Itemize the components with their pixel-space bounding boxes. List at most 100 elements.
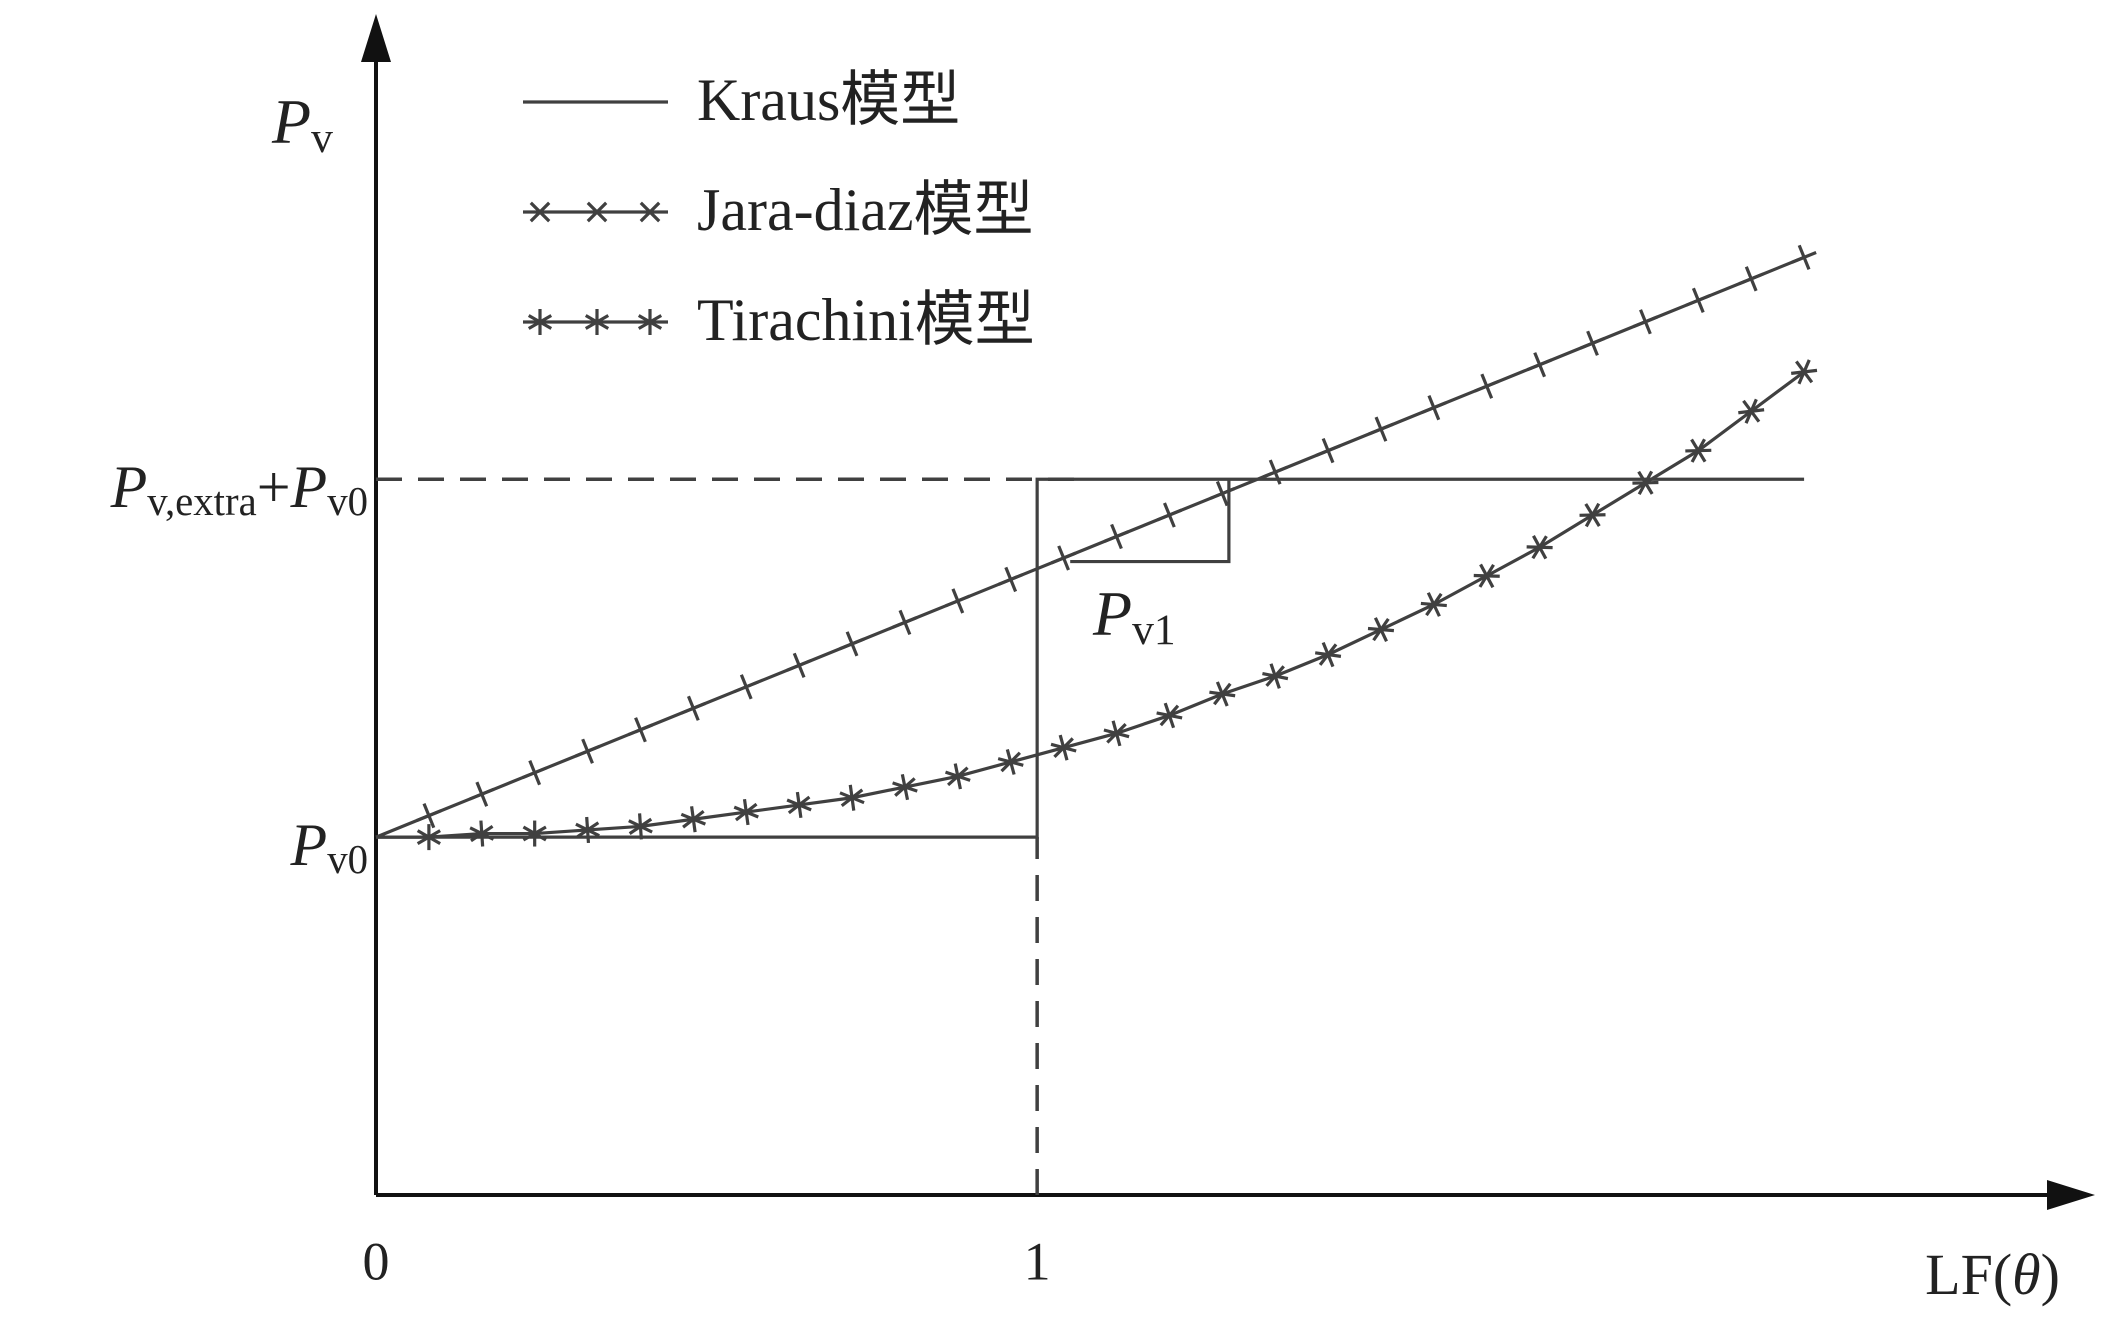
label-part: v,extra: [147, 480, 256, 525]
marker-stroke: [845, 631, 859, 657]
marker-stroke: [1057, 545, 1070, 571]
marker: [1738, 398, 1765, 424]
marker: [892, 773, 918, 801]
marker-stroke: [1050, 742, 1077, 753]
marker: [892, 609, 918, 636]
marker-stroke: [944, 770, 971, 782]
marker: [1314, 641, 1342, 668]
marker: [1262, 459, 1288, 485]
marker: [839, 784, 865, 811]
label: Pv: [271, 86, 333, 162]
marker-stroke: [898, 609, 912, 636]
marker-stroke: [839, 791, 865, 805]
marker-stroke: [475, 781, 489, 807]
marker-stroke: [1420, 601, 1447, 608]
marker: [584, 309, 610, 335]
marker-stroke: [1473, 573, 1500, 578]
marker-stroke: [1314, 651, 1342, 658]
marker: [733, 798, 759, 826]
label-part: P: [1092, 578, 1132, 649]
marker: [1103, 720, 1130, 747]
marker-stroke: [581, 738, 594, 764]
marker-stroke: [1163, 502, 1176, 528]
marker: [945, 588, 971, 614]
label-part: θ: [2012, 1242, 2041, 1307]
label-part: v0: [327, 480, 368, 525]
marker-stroke: [1374, 416, 1388, 442]
marker-stroke: [792, 652, 806, 678]
marker-stroke: [1215, 480, 1229, 507]
marker-stroke: [527, 314, 553, 330]
marker-stroke: [892, 781, 918, 793]
marker-stroke: [1579, 513, 1606, 517]
marker: [733, 674, 759, 700]
marker: [786, 652, 812, 678]
marker-stroke: [529, 201, 551, 223]
marker: [637, 309, 663, 335]
marker-stroke: [575, 822, 600, 838]
marker-stroke: [639, 201, 661, 223]
marker-stroke: [951, 588, 965, 614]
marker-stroke: [1268, 459, 1282, 485]
marker: [639, 201, 661, 223]
marker-stroke: [1156, 711, 1183, 720]
label: Pv,extra+Pv0: [110, 454, 368, 525]
marker-stroke: [634, 717, 647, 743]
marker-stroke: [469, 826, 495, 841]
x-axis-arrow: [2047, 1180, 2095, 1210]
marker-stroke: [1586, 330, 1599, 356]
label-part: v: [311, 114, 333, 162]
marker: [1791, 244, 1817, 271]
marker: [416, 803, 442, 829]
marker: [574, 738, 601, 764]
marker: [1685, 287, 1711, 313]
annotation-step: [1070, 479, 1231, 564]
marker-stroke: [680, 812, 706, 826]
marker-stroke: [422, 803, 436, 829]
legend-label: Kraus模型: [697, 67, 960, 133]
y-axis-arrow: [361, 14, 391, 62]
series-line: [376, 477, 1805, 839]
marker: [586, 201, 608, 223]
marker-stroke: [1738, 408, 1765, 415]
marker: [522, 820, 547, 847]
marker-stroke: [1632, 480, 1659, 485]
marker: [1103, 523, 1130, 550]
marker-stroke: [1480, 373, 1494, 399]
marker: [1579, 330, 1606, 356]
marker: [1368, 416, 1394, 442]
marker-stroke: [1427, 395, 1441, 421]
marker: [1632, 470, 1659, 495]
legend-label: Jara-diaz模型: [697, 177, 1034, 243]
marker: [1156, 502, 1183, 528]
marker: [1685, 438, 1712, 463]
marker: [998, 566, 1024, 593]
marker: [627, 717, 654, 743]
marker-stroke: [1209, 690, 1236, 698]
series-line: [376, 370, 1806, 839]
label-part: v1: [1132, 606, 1176, 654]
x-tick-label: 0: [363, 1231, 390, 1291]
marker: [469, 781, 495, 807]
series-line: [375, 255, 1805, 839]
marker: [1526, 352, 1553, 378]
marker: [469, 820, 495, 847]
marker-stroke: [997, 757, 1024, 767]
marker: [1315, 437, 1341, 464]
label-part: ): [2041, 1242, 2060, 1307]
marker: [839, 631, 865, 657]
marker-stroke: [1639, 309, 1652, 335]
marker-stroke: [416, 829, 441, 846]
marker-stroke: [522, 825, 547, 842]
label-part: +: [257, 454, 291, 520]
marker: [1050, 734, 1077, 761]
marker-stroke: [586, 201, 608, 223]
marker: [527, 309, 553, 335]
legend-label: Tirachini模型: [697, 287, 1035, 353]
marker-stroke: [733, 805, 759, 819]
marker: [1050, 545, 1077, 571]
label: Pv0: [290, 812, 368, 883]
marker: [1156, 702, 1183, 729]
